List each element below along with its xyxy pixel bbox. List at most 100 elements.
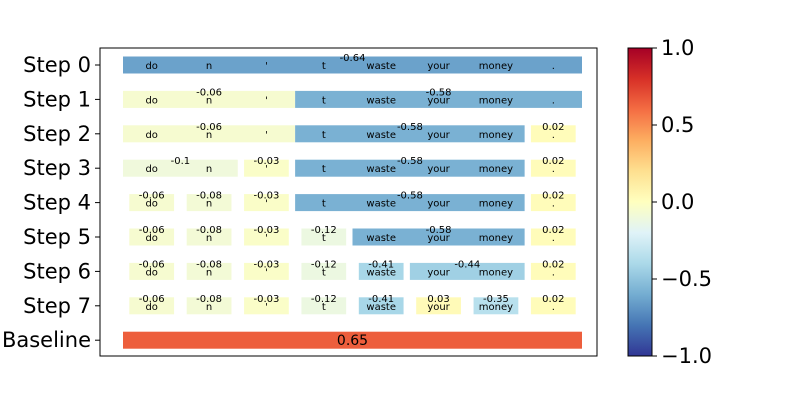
heatmap-row: Step 0 -0.64 do n ' t waste your money. <box>23 53 582 77</box>
cell-value-label: -0.03 <box>254 191 280 202</box>
token-label: waste <box>366 61 396 72</box>
heatmap-cell <box>530 228 576 246</box>
token-label: do <box>145 95 157 106</box>
cell-value-label: -0.08 <box>196 294 222 305</box>
y-tick-label: Step 5 <box>23 225 91 249</box>
baseline-value-label: 0.65 <box>337 333 368 349</box>
cell-value-label: -0.06 <box>139 294 165 305</box>
cell-value-label: -0.08 <box>196 259 222 270</box>
cell-value-label: -0.12 <box>311 294 337 305</box>
token-label: . <box>552 95 555 106</box>
cell-value-label: -0.06 <box>139 259 165 270</box>
heatmap-cell <box>244 262 289 280</box>
y-tick-label: Baseline <box>2 328 91 352</box>
cell-value-label: 0.02 <box>542 156 564 167</box>
heatmap-cell <box>123 56 582 74</box>
token-label: your <box>427 130 450 141</box>
token-label: n <box>206 130 212 141</box>
heatmap-cell <box>358 262 404 280</box>
plot-area: Step 0 -0.64 do n ' t waste your money . Step 1 -0.… <box>2 47 598 357</box>
cell-value-label: -0.64 <box>340 53 366 64</box>
y-tick-label: Step 1 <box>23 87 91 111</box>
token-label: money <box>479 302 513 313</box>
token-label: ' <box>265 302 268 313</box>
token-label: ' <box>265 233 268 244</box>
token-label: t <box>322 164 326 175</box>
cell-value-label: -0.58 <box>397 122 423 133</box>
token-label: waste <box>366 164 396 175</box>
token-label: money <box>479 164 513 175</box>
heatmap-cell <box>416 297 461 315</box>
cell-value-label: -0.58 <box>426 87 452 98</box>
cell-value-label: -0.41 <box>368 294 394 305</box>
cell-value-label: -0.06 <box>196 122 222 133</box>
y-tick-label: Step 0 <box>23 53 91 77</box>
axes-frame <box>99 47 598 357</box>
token-label: ' <box>265 199 268 210</box>
colorbar-tick-label: 1.0 <box>661 36 694 60</box>
cell-value-label: -0.12 <box>311 225 337 236</box>
heatmap-cell <box>129 194 175 212</box>
heatmap-cell <box>530 297 576 315</box>
heatmap-cell <box>295 125 525 143</box>
colorbar-tick-label: −1.0 <box>661 344 712 368</box>
heatmap-cell <box>358 297 404 315</box>
token-label: do <box>145 61 157 72</box>
heatmap-cell <box>123 90 296 108</box>
heatmap-cell <box>295 194 525 212</box>
heatmap-cell <box>295 159 525 177</box>
cell-value-label: 0.02 <box>542 191 564 202</box>
cell-value-label: -0.58 <box>426 225 452 236</box>
cell-value-label: -0.06 <box>139 191 165 202</box>
token-label: waste <box>366 199 396 210</box>
token-label: . <box>552 302 555 313</box>
token-label: ' <box>265 130 268 141</box>
heatmap-cell <box>186 228 232 246</box>
colorbar-tick-label: 0.5 <box>661 113 694 137</box>
token-label: n <box>206 164 212 175</box>
cell-value-label: 0.02 <box>542 259 564 270</box>
y-tick-label: Step 7 <box>23 294 91 318</box>
token-label: n <box>206 199 212 210</box>
token-label: t <box>322 61 326 72</box>
heatmap-cell <box>530 159 576 177</box>
cell-value-label: -0.08 <box>196 191 222 202</box>
heatmap-row: Step 4 -0.06 -0.08 -0.03 -0.58 0.02 do n ' t waste… <box>23 191 576 215</box>
token-label: money <box>479 95 513 106</box>
heatmap-row: Step 5 -0.06 -0.08 -0.03 -0.12 -0.58 0.02 do n ' t… <box>23 225 576 249</box>
token-label: n <box>206 95 212 106</box>
heatmap-row: Step 7 -0.06 -0.08 -0.03 -0.12 -0.41 0.03 -0.35… <box>23 294 576 318</box>
heatmap-cell <box>244 297 289 315</box>
token-label: do <box>145 267 157 278</box>
heatmap-cell <box>530 262 576 280</box>
token-label: t <box>322 302 326 313</box>
y-tick-label: Step 4 <box>23 191 91 215</box>
heatmap-cell <box>530 125 576 143</box>
heatmap-cell <box>129 228 175 246</box>
heatmap-cell <box>186 262 232 280</box>
heatmap-cell <box>352 228 525 246</box>
y-tick-label: Step 3 <box>23 156 91 180</box>
token-label: money <box>479 199 513 210</box>
cell-value-label: -0.35 <box>483 294 509 305</box>
cell-value-label: 0.02 <box>542 294 564 305</box>
token-label: t <box>322 233 326 244</box>
token-label: waste <box>366 233 396 244</box>
cell-value-label: -0.41 <box>368 259 394 270</box>
colorbar: 1.0 0.5 0.0 −0.5 −1.0 <box>627 36 712 368</box>
heatmap-row: Step 6 -0.06 -0.08 -0.03 -0.12 -0.41 -0.44 0.02… <box>23 259 576 283</box>
heatmap-cell <box>129 262 175 280</box>
token-label: your <box>427 233 450 244</box>
token-label: n <box>206 233 212 244</box>
heatmap-row: Step 1 -0.06 -0.58 do n ' t waste your money. <box>23 87 582 111</box>
token-label: n <box>206 302 212 313</box>
heatmap-row: Step 2 -0.06 -0.58 0.02 do n ' t waste your money. <box>23 122 576 146</box>
cell-value-label: -0.06 <box>139 225 165 236</box>
colorbar-gradient <box>627 47 653 357</box>
cell-value-label: -0.12 <box>311 259 337 270</box>
cell-value-label: -0.03 <box>254 156 280 167</box>
cell-value-label: 0.03 <box>427 294 449 305</box>
heatmap-cell <box>244 228 289 246</box>
heatmap-cell <box>123 331 582 349</box>
